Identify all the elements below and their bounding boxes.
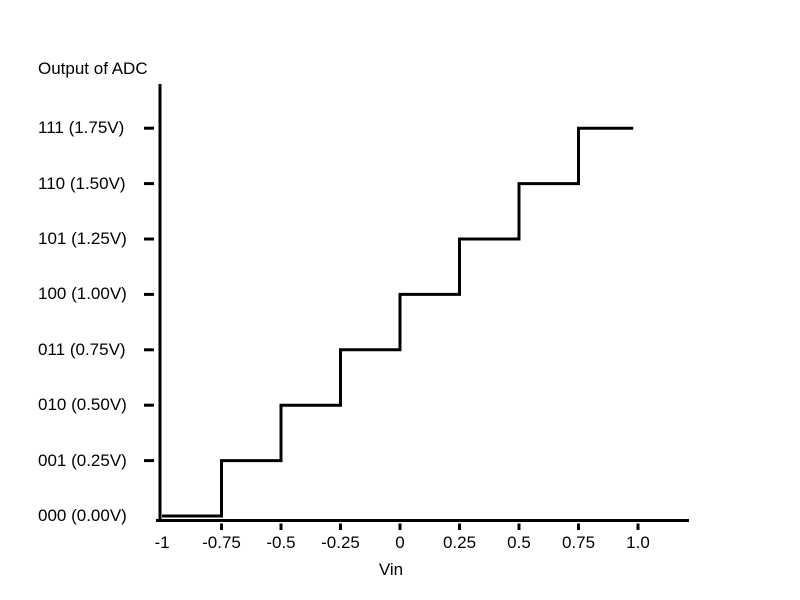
x-tick-label: -0.75 xyxy=(202,533,241,552)
staircase-line xyxy=(162,126,634,518)
y-tick-label: 010 (0.50V) xyxy=(38,395,127,415)
x-tick-label: -0.25 xyxy=(321,533,360,552)
y-tick-label: 101 (1.25V) xyxy=(38,229,127,248)
y-tick-label: 000 (0.00V) xyxy=(38,506,127,525)
x-tick-label: 1.0 xyxy=(626,533,650,552)
y-tick-label: 001 (0.25V) xyxy=(38,450,127,470)
x-axis-title: Vin xyxy=(378,560,404,579)
y-tick-label: 110 (1.50V) xyxy=(38,173,126,193)
x-tick-label: -1 xyxy=(154,533,170,552)
x-tick-label: 0.5 xyxy=(507,533,531,552)
y-tick-label: 100 (1.00V) xyxy=(38,284,127,304)
x-tick-label: 0.75 xyxy=(561,533,596,552)
x-tick-label: 0 xyxy=(395,533,405,552)
y-axis-title: Output of ADC xyxy=(38,59,148,78)
y-tick-label: 111 (1.75V) xyxy=(38,118,125,138)
y-tick-label: 011 (0.75V) xyxy=(38,339,126,359)
x-tick-label: 0.25 xyxy=(442,533,477,552)
x-tick-label: -0.5 xyxy=(266,533,296,552)
